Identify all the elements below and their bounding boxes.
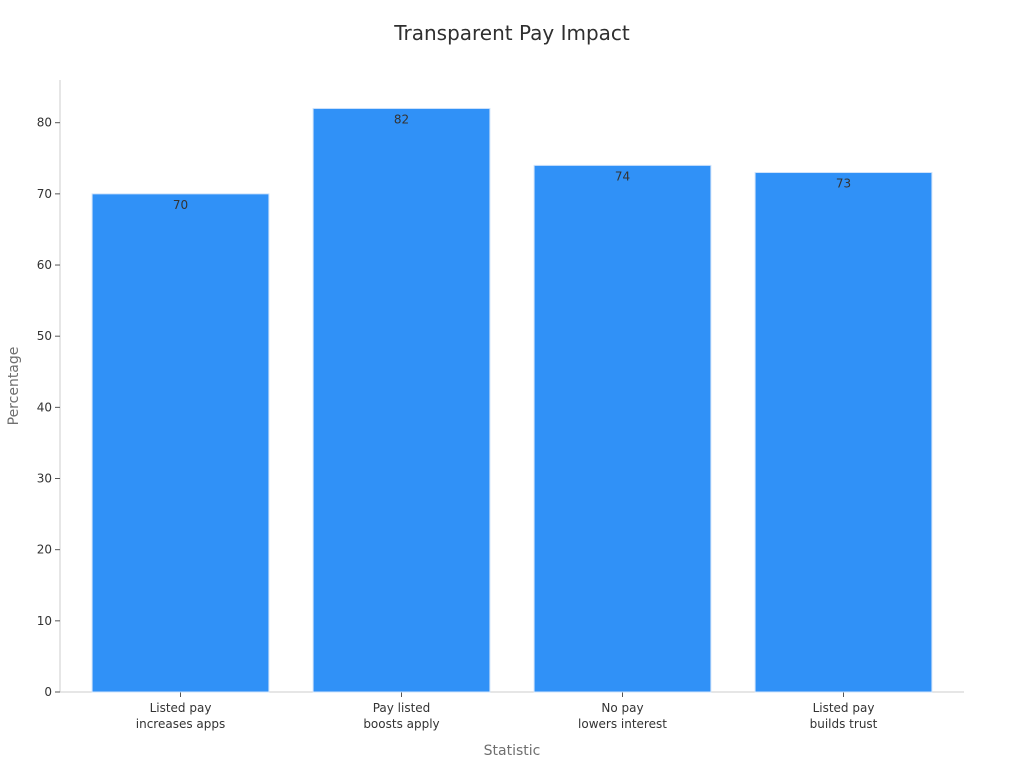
y-axis-title: Percentage <box>6 347 22 426</box>
y-tick-label: 60 <box>37 258 52 272</box>
bar-value-label: 73 <box>836 177 851 191</box>
x-tick-label: Listed pay <box>150 701 212 715</box>
x-tick-label: No pay <box>601 701 643 715</box>
bar <box>312 107 491 693</box>
bar <box>533 164 712 693</box>
y-tick-label: 20 <box>37 543 52 557</box>
x-axis-title: Statistic <box>484 743 541 759</box>
bars: 70 82 74 73 <box>91 107 933 693</box>
x-tick-label: increases apps <box>136 717 225 731</box>
y-tick-label: 80 <box>37 116 52 130</box>
x-axis: Listed pay increases apps Pay listed boosts… <box>60 691 964 731</box>
x-tick-label: Listed pay <box>813 701 875 715</box>
x-tick-label: builds trust <box>810 717 878 731</box>
y-tick-label: 40 <box>37 400 52 414</box>
bar <box>754 172 933 693</box>
bar <box>91 193 270 693</box>
y-tick-label: 30 <box>37 472 52 486</box>
chart-title: Transparent Pay Impact <box>393 21 630 45</box>
y-tick-label: 10 <box>37 614 52 628</box>
y-axis: 0 10 20 30 40 50 60 70 80 <box>37 80 61 699</box>
y-tick-label: 70 <box>37 187 52 201</box>
bar-value-label: 70 <box>173 198 188 212</box>
x-tick-label: Pay listed <box>373 701 431 715</box>
y-tick-label: 0 <box>44 685 52 699</box>
x-tick-label: lowers interest <box>578 717 667 731</box>
bar-value-label: 82 <box>394 112 409 126</box>
y-tick-label: 50 <box>37 329 52 343</box>
x-tick-label: boosts apply <box>363 717 439 731</box>
bar-value-label: 74 <box>615 169 630 183</box>
